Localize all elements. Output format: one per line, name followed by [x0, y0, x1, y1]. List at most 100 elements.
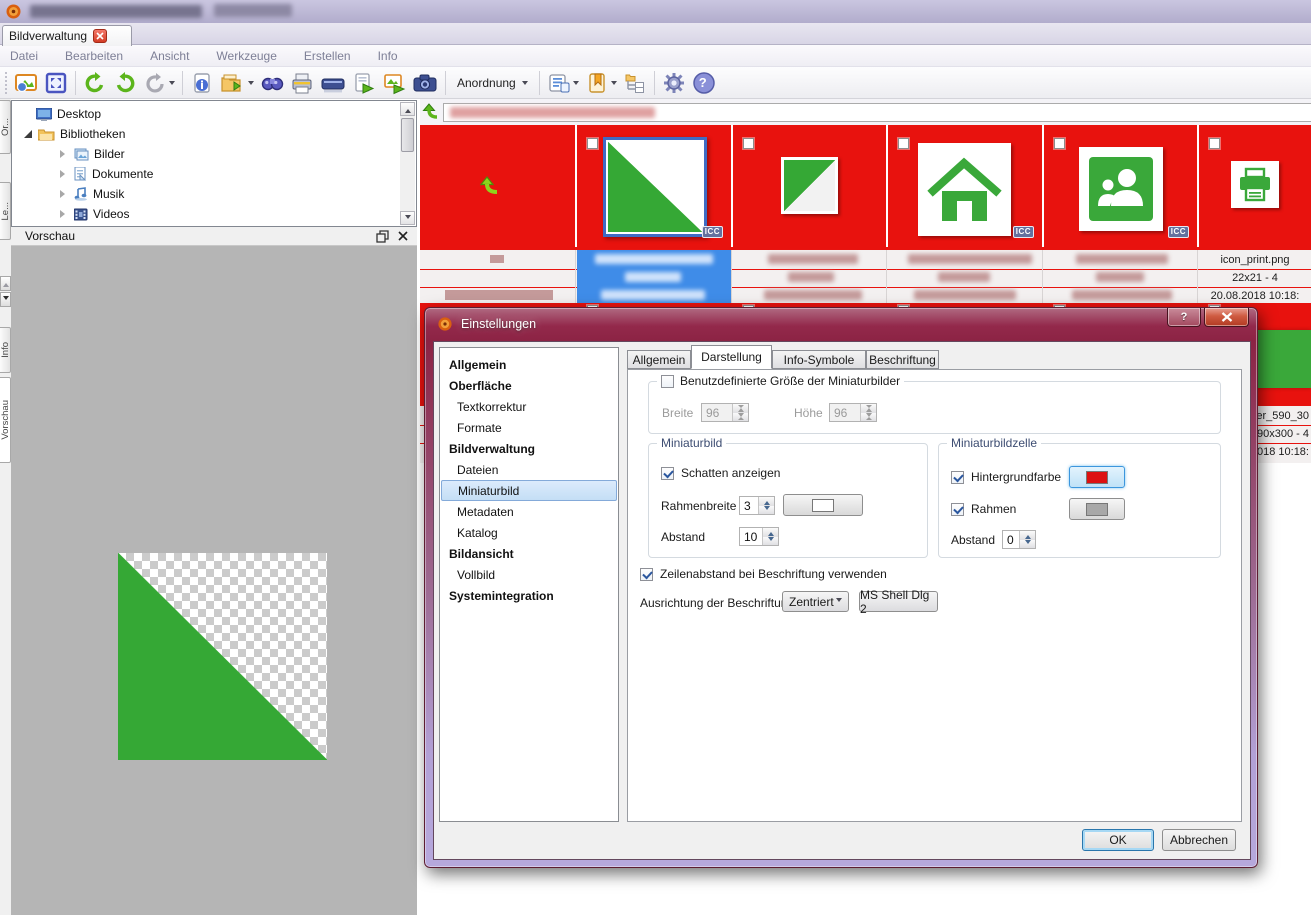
schatten-checkbox-row[interactable]: Schatten anzeigen [661, 466, 780, 480]
dialog-tab-darstellung[interactable]: Darstellung [691, 345, 772, 369]
float-panel-icon[interactable] [376, 230, 389, 243]
rahmen-checkbox-row[interactable]: Rahmen [951, 502, 1016, 516]
zeilenabstand-checkbox-row[interactable]: Zeilenabstand bei Beschriftung verwenden [640, 567, 887, 581]
folder-up-icon[interactable] [422, 102, 441, 121]
custom-size-checkbox[interactable] [661, 374, 674, 388]
rahmen-color-button[interactable] [783, 494, 863, 516]
thumb-cell-contact[interactable]: ICC [1044, 125, 1197, 247]
thumb-checkbox[interactable] [1209, 138, 1220, 149]
rahmenbreite-spinner[interactable]: 3 [739, 496, 775, 515]
tree-item-bilder[interactable]: Bilder [12, 144, 392, 164]
menu-bearbeiten[interactable]: Bearbeiten [65, 48, 124, 63]
dock-tab-info[interactable]: Info [0, 327, 11, 373]
search-button[interactable] [258, 69, 286, 97]
ok-button[interactable]: OK [1082, 829, 1154, 851]
ausrichtung-combo[interactable]: Zentriert [782, 591, 849, 612]
tab-close-icon[interactable] [93, 29, 108, 43]
thumb-checkbox[interactable] [1054, 138, 1065, 149]
thumb-cell-parent[interactable] [420, 125, 575, 247]
export-image-button[interactable] [380, 69, 408, 97]
capture-button[interactable] [410, 69, 440, 97]
thumb-checkbox[interactable] [587, 138, 598, 149]
preview-header[interactable]: Vorschau [11, 227, 417, 246]
thumb-checkbox[interactable] [898, 138, 909, 149]
tree-scroll-thumb[interactable] [401, 118, 414, 152]
tree-scrollbar[interactable] [400, 102, 415, 225]
tree-item-bibliotheken[interactable]: Bibliotheken [12, 124, 392, 144]
zelle-abstand-spinner[interactable]: 0 [1002, 530, 1036, 549]
dock-scroll-up[interactable] [0, 276, 11, 291]
thumb-cell-selected[interactable]: ICC [577, 125, 731, 247]
anordnung-button[interactable]: Anordnung [451, 71, 534, 95]
category-dateien[interactable]: Dateien [457, 462, 499, 477]
sort-button[interactable] [545, 69, 581, 97]
browse-images-button[interactable] [12, 69, 40, 97]
file-info-button[interactable] [188, 69, 216, 97]
dock-tab-ordner[interactable]: Or... [0, 100, 11, 154]
category-allgemein[interactable]: Allgemein [449, 357, 507, 372]
breite-spinner[interactable]: 96 [701, 403, 749, 422]
tab-bildverwaltung[interactable]: Bildverwaltung [2, 25, 132, 46]
scan-button[interactable] [318, 69, 348, 97]
hintergrundfarbe-color-button[interactable] [1069, 466, 1125, 488]
hoehe-spinner[interactable]: 96 [829, 403, 877, 422]
tree-item-desktop[interactable]: Desktop [12, 104, 392, 124]
schatten-checkbox[interactable] [661, 466, 674, 480]
redo-button[interactable] [111, 69, 139, 97]
tree-item-videos[interactable]: Videos [12, 204, 392, 224]
abstand-spinner[interactable]: 10 [739, 527, 779, 546]
print-button[interactable] [288, 69, 316, 97]
category-miniaturbild[interactable]: Miniaturbild [441, 480, 617, 501]
category-bildverwaltung[interactable]: Bildverwaltung [449, 441, 536, 456]
category-metadaten[interactable]: Metadaten [457, 504, 514, 519]
dialog-tab-beschriftung[interactable]: Beschriftung [866, 350, 939, 369]
rahmen-checkbox[interactable] [951, 502, 964, 516]
toolbar-grip[interactable] [4, 70, 8, 95]
zeilenabstand-checkbox[interactable] [640, 567, 653, 581]
dock-tab-le[interactable]: Le... [0, 182, 11, 240]
category-systemintegration[interactable]: Systemintegration [449, 588, 554, 603]
tree-item-dokumente[interactable]: Dokumente [12, 164, 392, 184]
zelle-rahmen-color-button[interactable] [1069, 498, 1125, 520]
dock-tab-vorschau[interactable]: Vorschau [0, 377, 11, 463]
help-button[interactable]: ? [690, 69, 718, 97]
tree-item-musik[interactable]: Musik [12, 184, 392, 204]
category-bildansicht[interactable]: Bildansicht [449, 546, 514, 561]
export-file-button[interactable] [350, 69, 378, 97]
fullscreen-button[interactable] [42, 69, 70, 97]
thumb-cell-triangle[interactable] [733, 125, 886, 247]
menu-datei[interactable]: Datei [10, 48, 39, 63]
folder-tree-button[interactable] [621, 69, 649, 97]
hintergrundfarbe-checkbox[interactable] [951, 470, 964, 484]
window-titlebar[interactable] [0, 0, 1311, 23]
dialog-help-button[interactable]: ? [1167, 308, 1201, 327]
category-textkorrektur[interactable]: Textkorrektur [457, 399, 527, 414]
undo-button[interactable] [81, 69, 109, 97]
category-formate[interactable]: Formate [457, 420, 502, 435]
open-export-button[interactable] [218, 69, 256, 97]
menu-erstellen[interactable]: Erstellen [303, 48, 351, 63]
dialog-titlebar[interactable]: Einstellungen [437, 316, 536, 332]
font-button[interactable]: MS Shell Dlg 2 [859, 588, 938, 616]
thumb-cell-print[interactable] [1199, 125, 1311, 247]
menu-werkzeuge[interactable]: Werkzeuge [216, 48, 277, 63]
address-input[interactable] [443, 103, 1311, 122]
close-panel-icon[interactable] [397, 230, 409, 242]
thumb-cell-home[interactable]: ICC [888, 125, 1042, 247]
thumb-checkbox[interactable] [743, 138, 754, 149]
category-vollbild[interactable]: Vollbild [457, 567, 496, 582]
dialog-tab-info-symbole[interactable]: Info-Symbole [772, 350, 866, 369]
category-oberflaeche[interactable]: Oberfläche [449, 378, 512, 393]
tree-scroll-down[interactable] [400, 211, 415, 225]
settings-button[interactable] [660, 69, 688, 97]
hintergrundfarbe-checkbox-row[interactable]: Hintergrundfarbe [951, 470, 1061, 484]
panel-splitter[interactable] [417, 99, 420, 915]
bookmark-button[interactable] [583, 69, 619, 97]
tree-scroll-up[interactable] [400, 102, 415, 116]
dialog-tab-allgemein[interactable]: Allgemein [627, 350, 691, 369]
menu-ansicht[interactable]: Ansicht [150, 48, 190, 63]
category-katalog[interactable]: Katalog [457, 525, 498, 540]
menu-info[interactable]: Info [377, 48, 398, 63]
rotate-button[interactable] [141, 69, 177, 97]
dock-scroll-down[interactable] [0, 292, 11, 307]
